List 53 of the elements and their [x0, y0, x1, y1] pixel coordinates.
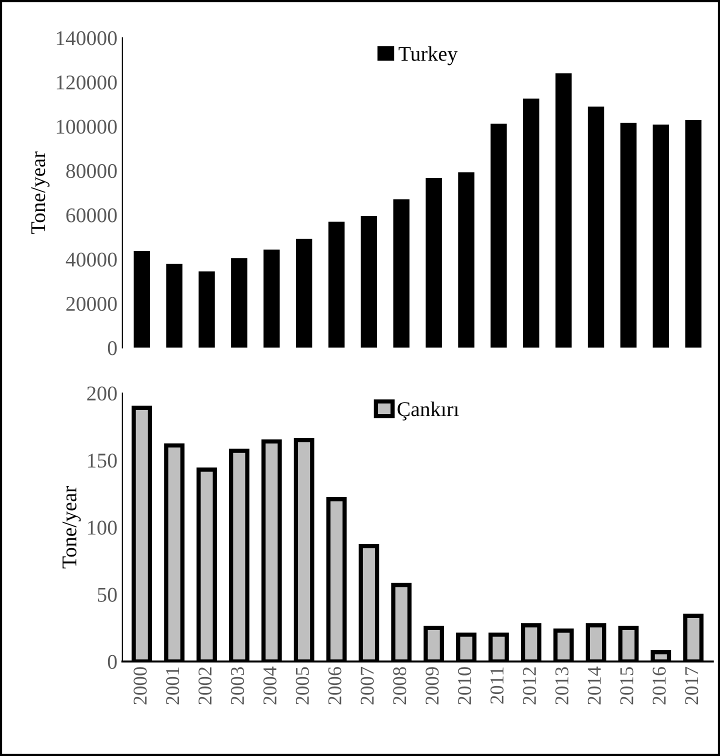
- legend-label: Çankırı: [398, 402, 459, 420]
- legend-label: Turkey: [398, 46, 458, 66]
- y-tick-label: 60000: [66, 208, 117, 222]
- y-tick-label: 40000: [66, 252, 117, 267]
- y-tick-label: 100: [88, 520, 117, 535]
- y-tick-label: 0: [108, 341, 117, 356]
- y-tick-label: 0: [108, 654, 117, 669]
- y-axis-title: Tone/year: [62, 486, 81, 568]
- bar: [523, 98, 540, 348]
- y-tick-label: 20000: [66, 296, 117, 311]
- bar: [328, 222, 345, 348]
- bar: [555, 73, 572, 348]
- x-tick-label: 2003: [230, 667, 244, 704]
- x-tick-label: 2009: [426, 667, 439, 704]
- bar: [231, 258, 248, 348]
- bar: [490, 124, 507, 348]
- x-tick-label: 2007: [360, 666, 374, 704]
- bar: [166, 264, 182, 348]
- x-tick-label: 2010: [458, 667, 472, 704]
- x-tick-label: 2000: [134, 667, 147, 704]
- y-tick-label: 100000: [56, 120, 117, 134]
- bar: [685, 120, 702, 348]
- x-tick-label: 2015: [620, 667, 634, 704]
- bar: [620, 122, 637, 348]
- x-tick-label: 2016: [652, 666, 666, 704]
- bar: [588, 106, 604, 348]
- y-tick-label: 150: [88, 454, 117, 468]
- bar: [264, 250, 280, 348]
- x-tick-label: 2014: [588, 666, 601, 704]
- x-tick-label: 2002: [198, 667, 212, 704]
- bar: [296, 238, 312, 348]
- bar: [360, 216, 378, 348]
- x-tick-label: 2006: [328, 666, 342, 704]
- x-tick-label: 2005: [296, 667, 309, 704]
- x-tick-label: 2017: [685, 666, 698, 704]
- bar: [134, 251, 150, 348]
- bar: [393, 199, 410, 348]
- x-tick-label: 2013: [555, 667, 568, 704]
- bar: [426, 178, 442, 348]
- x-tick-label: 2012: [522, 667, 536, 704]
- y-tick-label: 50: [98, 588, 117, 602]
- y-tick-label: 80000: [66, 164, 117, 178]
- x-tick-label: 2004: [263, 666, 276, 704]
- bar: [198, 271, 215, 348]
- bar: [652, 124, 670, 348]
- y-axis-title: Tone/year: [31, 151, 50, 234]
- y-tick-label: 200: [87, 386, 117, 401]
- bar: [458, 172, 474, 348]
- y-tick-label: 140000: [56, 31, 117, 46]
- y-tick-label: 120000: [56, 75, 117, 90]
- x-tick-label: 2011: [490, 668, 504, 704]
- x-tick-label: 2008: [393, 667, 406, 704]
- x-tick-label: 2001: [166, 668, 180, 704]
